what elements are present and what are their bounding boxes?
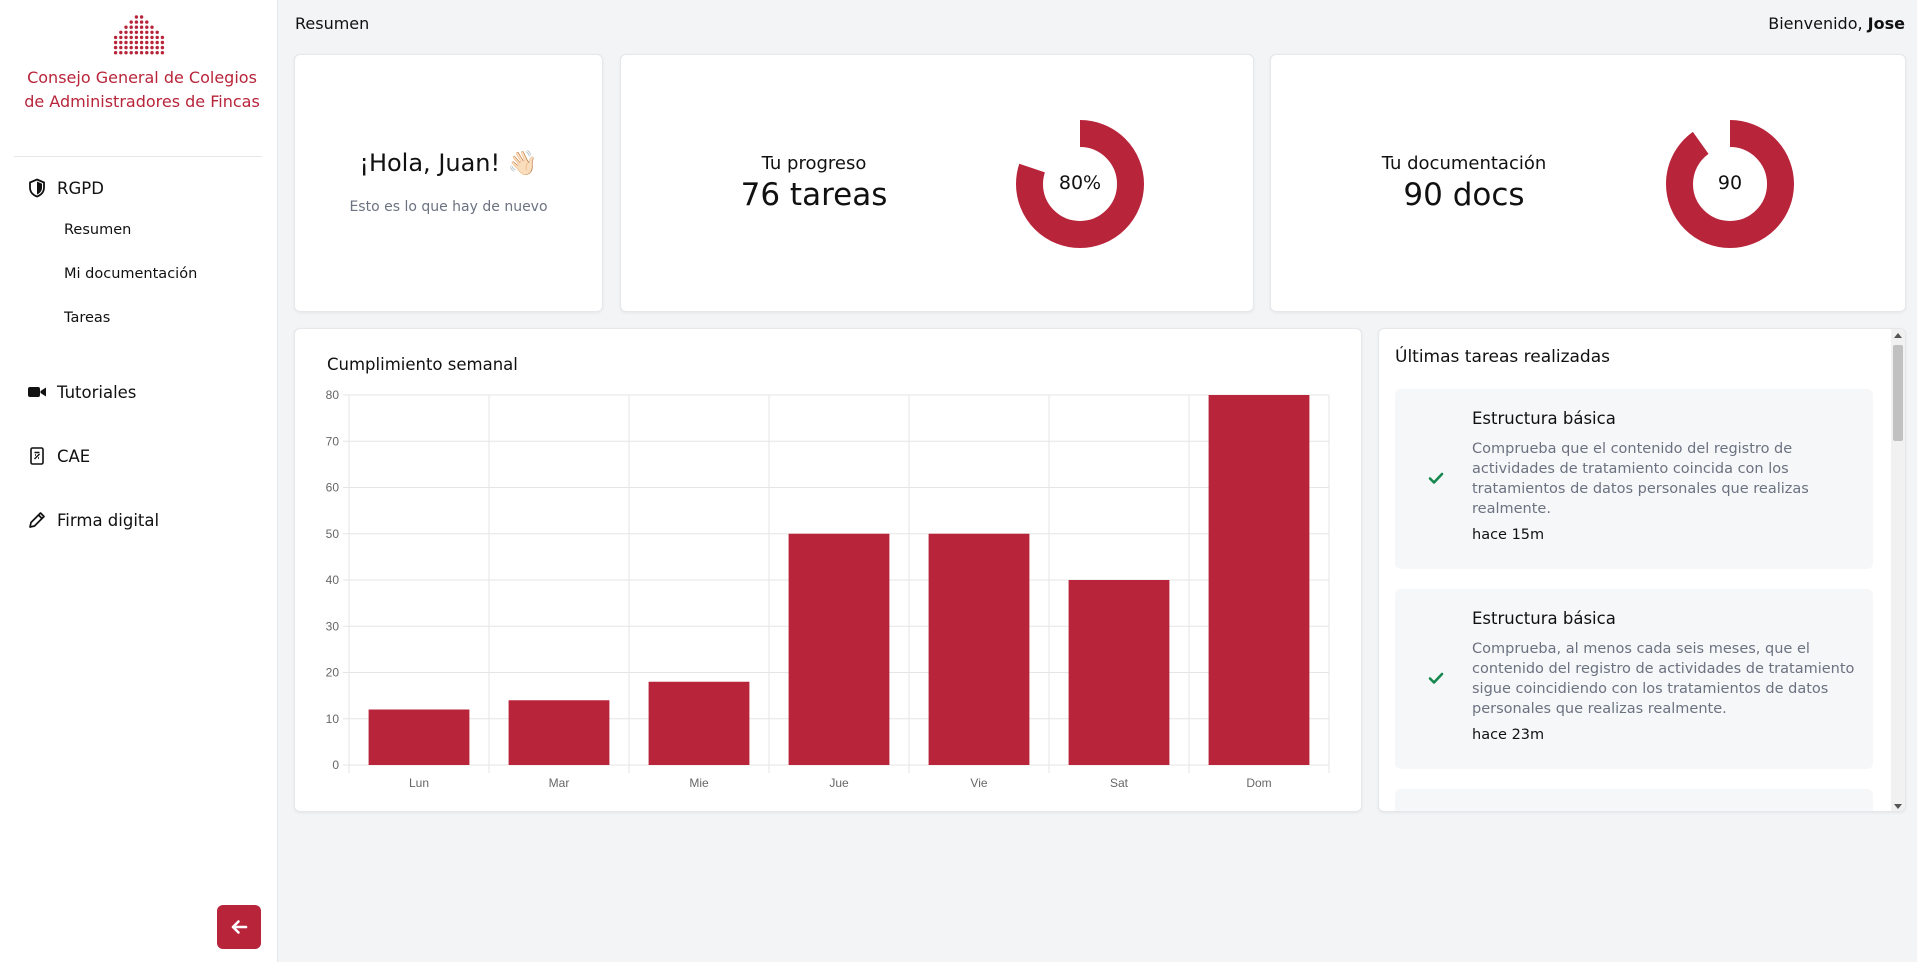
tasks-scrollbar[interactable]	[1891, 329, 1905, 811]
documentation-label: Tu documentación	[1381, 153, 1547, 174]
x-tick-label: Lun	[409, 776, 429, 790]
documentation-value: 90 docs	[1403, 177, 1525, 213]
bar-chart: 0 10 20 30 40 50 60 70 80 Lun Mar Mie Jue Vie Sat Dom	[326, 388, 1330, 790]
y-tick-label: 60	[326, 481, 340, 495]
x-tick-label: Mar	[549, 776, 570, 790]
sidebar-divider	[14, 156, 262, 157]
greeting-title: ¡Hola, Juan! 👋🏻	[359, 149, 538, 177]
welcome-prefix: Bienvenido,	[1768, 14, 1863, 33]
progress-donut-label: 80%	[1058, 172, 1102, 194]
x-tick-label: Mie	[689, 776, 709, 790]
y-tick-label: 30	[326, 619, 340, 633]
bar-jue[interactable]	[788, 533, 890, 765]
progress-donut-arc	[1016, 120, 1144, 248]
y-tick-label: 80	[326, 388, 340, 402]
task-title: Estructura básica	[1472, 409, 1616, 428]
logo-icon	[113, 15, 165, 55]
documentation-donut-label: 90	[1717, 172, 1743, 194]
documentation-card: Tu documentación 90 docs 90	[1270, 54, 1906, 312]
y-tick-label: 20	[326, 666, 340, 680]
y-tick-label: 10	[326, 712, 340, 726]
sidebar: Consejo General de Colegios de Administr…	[0, 0, 278, 962]
weekly-chart-card: Cumplimiento semanal 0 10 20 30 40 50 60 70 80 Lu…	[294, 328, 1362, 812]
sidebar-item-label: RGPD	[57, 178, 104, 198]
sidebar-subitem-resumen[interactable]: Resumen	[64, 222, 132, 238]
user-name: Jose	[1867, 14, 1905, 33]
x-tick-label: Jue	[829, 776, 849, 790]
progress-card: Tu progreso 76 tareas 80%	[620, 54, 1254, 312]
greeting-subtitle: Esto es lo que hay de nuevo	[349, 199, 548, 215]
arrow-left-icon	[231, 920, 248, 934]
task-time: hace 15m	[1472, 527, 1545, 543]
pencil-icon	[29, 512, 45, 528]
scroll-up-arrow[interactable]	[1894, 333, 1902, 338]
bar-sat[interactable]	[1068, 580, 1170, 765]
collapse-sidebar-button[interactable]	[217, 905, 261, 949]
scrollbar-thumb[interactable]	[1893, 345, 1903, 441]
greeting-card: ¡Hola, Juan! 👋🏻 Esto es lo que hay de nu…	[294, 54, 603, 312]
sidebar-item-firma-digital[interactable]: Firma digital	[27, 510, 159, 530]
x-tick-label: Sat	[1110, 776, 1129, 790]
brand-name: Consejo General de Colegios de Administr…	[24, 68, 260, 111]
sidebar-item-rgpd[interactable]: RGPD	[27, 178, 104, 198]
bar-vie[interactable]	[928, 533, 1030, 765]
y-tick-label: 0	[332, 758, 339, 772]
sidebar-subitem-mi-documentacion[interactable]: Mi documentación	[64, 266, 198, 282]
sidebar-item-label: Firma digital	[57, 510, 160, 530]
welcome-message: Bienvenido, Jose	[1768, 14, 1905, 33]
sidebar-subitem-tareas[interactable]: Tareas	[64, 310, 111, 326]
task-title: Estructura básica	[1472, 609, 1616, 628]
video-camera-icon	[28, 387, 46, 397]
task-time: hace 23m	[1472, 727, 1545, 743]
bar-dom[interactable]	[1208, 395, 1310, 765]
shield-icon	[29, 178, 45, 198]
bar-lun[interactable]	[368, 709, 470, 766]
scroll-down-arrow[interactable]	[1894, 804, 1902, 809]
y-tick-label: 50	[326, 527, 340, 541]
sidebar-item-label: Tutoriales	[57, 382, 137, 402]
page-title: Resumen	[295, 14, 370, 33]
x-tick-label: Dom	[1246, 776, 1271, 790]
progress-value: 76 tareas	[740, 177, 888, 213]
sidebar-item-tutoriales[interactable]: Tutoriales	[27, 382, 136, 402]
recent-tasks-card: Últimas tareas realizadas Estructura bás…	[1378, 328, 1906, 812]
x-tick-label: Vie	[970, 776, 987, 790]
documentation-donut-arc	[1666, 120, 1794, 248]
y-tick-label: 40	[326, 573, 340, 587]
document-icon	[30, 447, 44, 465]
chart-title: Cumplimiento semanal	[327, 355, 518, 374]
progress-donut	[1016, 120, 1144, 248]
documentation-donut	[1666, 120, 1794, 248]
bar-mie[interactable]	[648, 681, 750, 765]
task-item[interactable]: Estructura básica Comprueba, al menos ca…	[1395, 589, 1873, 769]
check-icon	[1428, 472, 1444, 484]
bar-mar[interactable]	[508, 700, 610, 765]
task-item[interactable]: Estructura básica Comprueba que el conte…	[1395, 389, 1873, 569]
y-tick-label: 70	[326, 434, 340, 448]
sidebar-item-cae[interactable]: CAE	[27, 446, 90, 466]
recent-tasks-title: Últimas tareas realizadas	[1395, 347, 1610, 367]
progress-label: Tu progreso	[761, 153, 867, 174]
task-item[interactable]	[1395, 789, 1873, 811]
check-icon	[1428, 672, 1444, 684]
sidebar-item-label: CAE	[57, 446, 91, 466]
task-description: Comprueba que el contenido del registro …	[1472, 441, 1809, 517]
task-description: Comprueba, al menos cada seis meses, que…	[1472, 641, 1855, 717]
